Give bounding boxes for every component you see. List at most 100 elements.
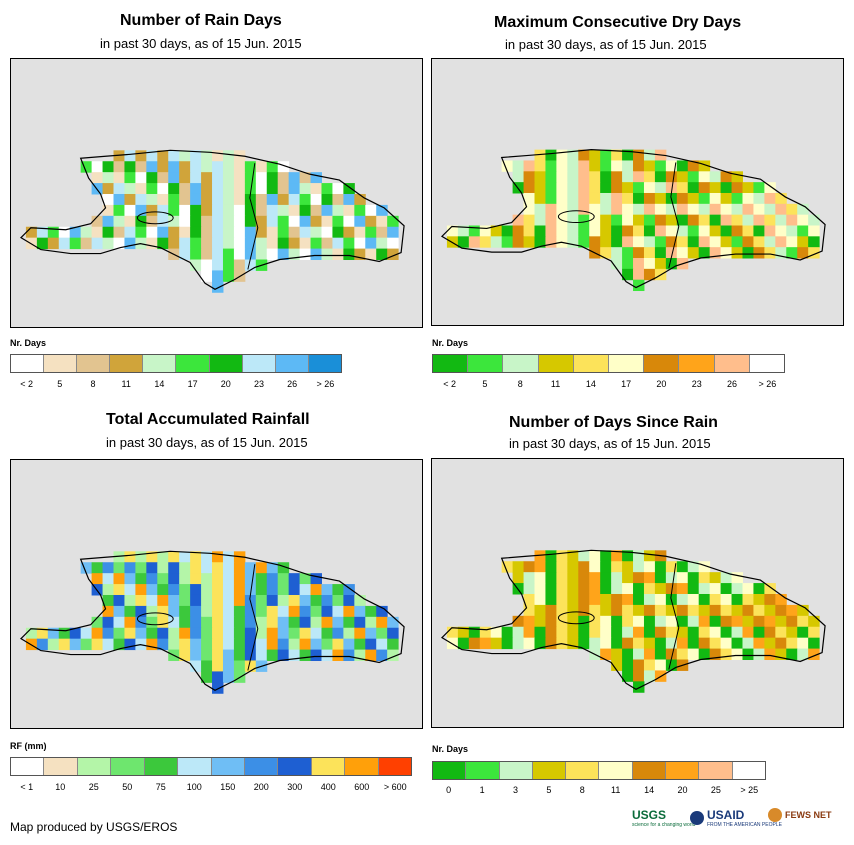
legend-tick-label: 23 [691, 379, 702, 389]
grid-cell [611, 659, 623, 671]
legend-tick-label: 400 [320, 782, 336, 792]
grid-cell [797, 214, 809, 226]
grid-cell [244, 649, 257, 662]
grid-cell [124, 584, 136, 596]
grid-cell [567, 604, 579, 617]
legend-swatch [242, 355, 276, 372]
grid-cell [69, 638, 82, 651]
grid-cell [343, 605, 355, 618]
grid-cell [633, 550, 645, 562]
island-grid-map [19, 149, 405, 293]
grid-cell [135, 193, 147, 206]
usaid-logo-text: USAID FROM THE AMERICAN PEOPLE [707, 808, 782, 828]
legend-swatch [11, 355, 45, 372]
grid-cell [578, 214, 590, 226]
grid-cell [190, 594, 202, 607]
grid-cell [643, 659, 656, 671]
grid-cell [709, 214, 722, 226]
grid-cell [633, 279, 645, 292]
grid-cell [490, 637, 503, 650]
grid-cell [190, 660, 202, 672]
legend-swatch [599, 762, 633, 779]
grid-cell [643, 160, 656, 172]
grid-cell [567, 572, 579, 584]
legend-swatch [632, 762, 667, 779]
grid-cell [676, 203, 689, 216]
grid-cell [665, 214, 678, 226]
grid-cell [343, 649, 355, 662]
grid-cell [212, 172, 224, 184]
grid-cell [124, 226, 136, 239]
grid-cell [545, 236, 557, 248]
grid-cell [387, 616, 399, 629]
panel-1-legend [10, 354, 342, 373]
grid-cell [146, 594, 158, 607]
grid-cell [36, 237, 49, 250]
grid-cell [545, 626, 557, 639]
grid-cell [310, 204, 322, 217]
grid-cell [146, 237, 158, 250]
grid-cell [233, 605, 246, 618]
grid-cell [556, 593, 568, 606]
grid-cell [720, 572, 733, 584]
grid-cell [600, 171, 612, 183]
grid-cell [179, 594, 191, 607]
legend-swatch [644, 355, 680, 372]
grid-cell [266, 161, 279, 173]
grid-cell [665, 182, 678, 194]
grid-cell [25, 627, 38, 640]
grid-cell [523, 203, 536, 216]
grid-cell [753, 637, 765, 650]
grid-cell [753, 593, 765, 606]
grid-cell [709, 225, 722, 237]
grid-cell [255, 215, 268, 228]
grid-cell [676, 160, 689, 172]
grid-cell [321, 215, 333, 228]
grid-cell [567, 149, 579, 161]
grid-cell [168, 562, 180, 574]
grid-cell [665, 561, 678, 573]
grid-cell [201, 248, 213, 261]
grid-cell [168, 161, 180, 173]
grid-cell [633, 561, 645, 573]
grid-cell [376, 638, 388, 651]
grid-cell [523, 583, 536, 595]
grid-cell [633, 236, 645, 248]
grid-cell [622, 659, 634, 671]
grid-cell [332, 226, 344, 239]
grid-cell [354, 649, 366, 662]
grid-cell [332, 237, 344, 250]
legend-tick-label: 26 [287, 379, 298, 389]
grid-cell [698, 171, 711, 183]
grid-cell [146, 161, 158, 173]
legend-tick-label: 11 [121, 379, 131, 389]
coastline [19, 550, 405, 691]
grid-cell [643, 604, 656, 617]
grid-cell [212, 281, 224, 293]
grid-cell [600, 214, 612, 226]
grid-cell [643, 225, 656, 237]
grid-cell [91, 573, 104, 585]
grid-cell [47, 237, 60, 250]
legend-swatch [44, 355, 78, 372]
legend-tick-label: 14 [585, 379, 596, 389]
grid-cell [709, 203, 722, 216]
grid-cell [611, 258, 623, 270]
grid-cell [622, 171, 634, 183]
grid-cell [753, 604, 765, 617]
grid-cell [633, 604, 645, 617]
legend-swatch [44, 758, 78, 775]
grid-cell [157, 215, 169, 228]
grid-cell [479, 236, 492, 248]
grid-cell [556, 550, 568, 562]
grid-cell [731, 171, 743, 183]
grid-cell [534, 160, 546, 172]
grid-cell [212, 551, 224, 563]
legend-swatch [278, 758, 312, 775]
grid-cell [676, 561, 689, 573]
grid-cell [233, 259, 246, 271]
grid-cell [654, 203, 667, 216]
coastline [19, 149, 405, 290]
grid-cell [698, 626, 711, 639]
grid-cell [179, 573, 191, 585]
